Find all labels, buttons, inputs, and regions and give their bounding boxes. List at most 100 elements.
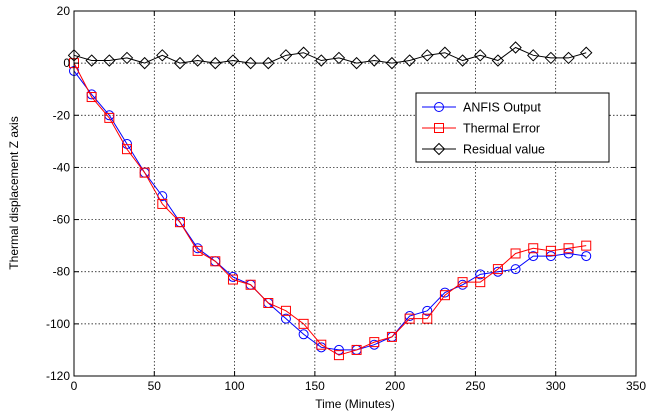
- y-tick-label: -20: [53, 108, 71, 122]
- x-axis-label: Time (Minutes): [315, 397, 395, 411]
- data-point: [120, 51, 134, 65]
- data-point: [581, 251, 592, 262]
- data-point: [386, 331, 397, 342]
- y-tick-label: -120: [46, 369, 70, 383]
- data-point: [351, 344, 362, 355]
- data-point: [404, 313, 415, 324]
- data-point: [227, 274, 238, 285]
- data-point: [209, 56, 222, 70]
- plot-frame: [73, 10, 637, 377]
- x-tick-label: 0: [71, 379, 78, 393]
- data-point: [333, 344, 344, 355]
- y-tick-label: -100: [46, 317, 70, 331]
- data-point: [563, 248, 574, 259]
- data-point: [157, 198, 168, 209]
- data-point: [298, 329, 309, 340]
- data-point: [368, 54, 381, 67]
- data-point: [280, 313, 291, 324]
- data-point: [263, 298, 274, 308]
- data-point: [563, 243, 574, 254]
- y-tick-label: 0: [63, 56, 70, 70]
- data-point: [491, 54, 505, 67]
- data-point: [385, 56, 399, 70]
- y-tick-label: -40: [53, 160, 71, 174]
- x-tick-label: 250: [465, 379, 485, 393]
- data-point: [580, 46, 593, 59]
- data-point: [297, 46, 310, 59]
- data-point: [528, 243, 539, 254]
- data-point: [85, 54, 98, 67]
- data-point: [191, 54, 204, 67]
- data-point: [369, 337, 380, 348]
- data-point: [438, 46, 452, 59]
- x-tick-label: 300: [546, 379, 566, 393]
- x-tick-label: 350: [626, 379, 646, 393]
- data-point: [86, 92, 97, 103]
- data-point: [474, 49, 487, 62]
- data-point: [510, 248, 521, 259]
- data-point: [210, 256, 221, 267]
- data-point: [174, 217, 185, 228]
- grid: [74, 11, 636, 376]
- data-point: [475, 277, 486, 288]
- data-point: [492, 264, 503, 275]
- data-point: [316, 339, 327, 350]
- legend-marker: [434, 123, 444, 133]
- data-point: [280, 305, 291, 316]
- x-tick-label: 50: [148, 379, 162, 393]
- data-point: [527, 49, 540, 62]
- data-point: [545, 245, 556, 256]
- data-point: [509, 41, 522, 54]
- data-point: [581, 240, 592, 251]
- data-point: [298, 318, 309, 329]
- data-point: [104, 112, 115, 123]
- data-point: [173, 56, 187, 70]
- data-point: [421, 49, 434, 62]
- data-point: [422, 313, 433, 324]
- x-tick-label: 200: [385, 379, 405, 393]
- data-point: [562, 51, 575, 65]
- y-tick-label: -80: [53, 265, 71, 279]
- data-point: [544, 51, 558, 65]
- legend: ANFIS Output Thermal Error Residual value: [415, 92, 610, 163]
- legend-marker: [434, 102, 444, 112]
- y-axis-label: Thermal displacement Z axis: [7, 116, 21, 269]
- data-point: [332, 51, 346, 65]
- series-line: [73, 62, 587, 356]
- data-point: [279, 49, 293, 62]
- data-point: [457, 277, 468, 288]
- data-point: [103, 54, 116, 67]
- data-point: [510, 264, 521, 275]
- plot-area: [74, 11, 636, 376]
- axis-ticks: 0 50 100 150 200 250 300 350200-20-40-60-80-100…: [46, 4, 646, 393]
- data-point: [262, 56, 275, 70]
- x-tick-label: 100: [225, 379, 245, 393]
- legend-label: ANFIS Output: [463, 101, 541, 115]
- data-point: [545, 251, 556, 262]
- x-tick-label: 150: [305, 379, 325, 393]
- data-point: [245, 279, 256, 290]
- data-point: [138, 56, 151, 70]
- data-point: [350, 56, 363, 70]
- data-point: [422, 305, 433, 316]
- data-point: [439, 290, 450, 301]
- data-point: [139, 167, 150, 178]
- series-thermal-error: [69, 58, 592, 361]
- series-group: [67, 41, 593, 361]
- data-point: [226, 54, 240, 67]
- data-point: [192, 245, 203, 256]
- legend-label: Residual value: [463, 143, 545, 157]
- data-point: [456, 54, 469, 67]
- series-residual-value: [67, 41, 593, 70]
- data-point: [403, 54, 416, 67]
- y-tick-label: -60: [53, 213, 71, 227]
- legend-marker: [432, 142, 446, 156]
- legend-label: Thermal Error: [463, 122, 540, 136]
- data-point: [528, 251, 539, 262]
- y-tick-label: 20: [57, 4, 71, 18]
- data-point: [121, 144, 132, 155]
- data-point: [333, 350, 344, 361]
- data-point: [475, 269, 486, 280]
- data-point: [156, 49, 169, 62]
